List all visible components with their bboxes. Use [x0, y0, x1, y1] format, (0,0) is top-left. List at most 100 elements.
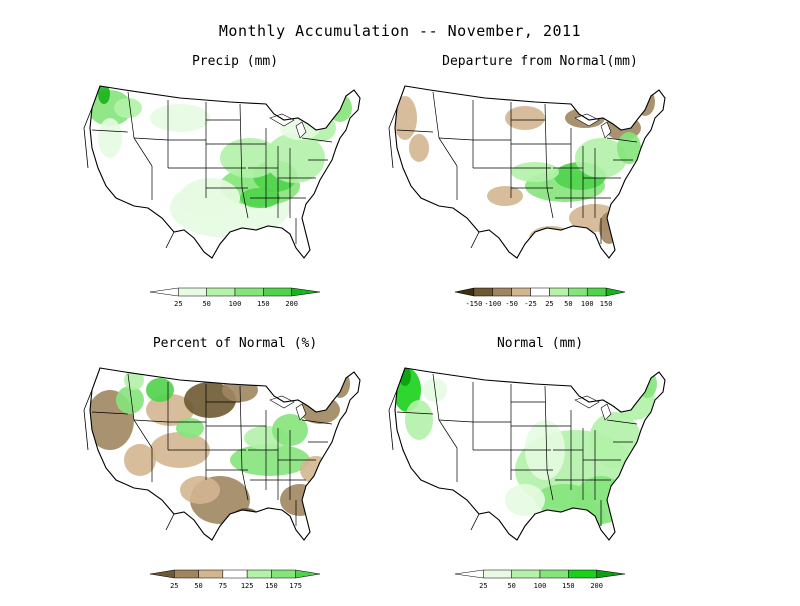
- legend-swatch: [568, 569, 597, 579]
- great-lakes: [600, 121, 612, 139]
- coast-line: [388, 389, 480, 531]
- legend-swatch: [271, 569, 296, 579]
- legend-tick-label: 150: [600, 300, 613, 308]
- legend-tick-label: 25: [174, 300, 182, 308]
- state-border: [544, 385, 548, 471]
- state-border: [396, 129, 434, 133]
- us-outline: [89, 367, 361, 541]
- legend-swatch: [222, 569, 248, 579]
- precip-region: [328, 94, 352, 122]
- coast-line: [388, 107, 480, 249]
- panel-title: Precip (mm): [191, 54, 279, 69]
- precip-region: [589, 412, 641, 468]
- legend-swatch: [234, 287, 264, 297]
- precip-region: [505, 484, 545, 516]
- legend-tick-label: 125: [241, 582, 254, 590]
- normal-legend: 25 50 100 150 200: [454, 569, 626, 590]
- legend-swatch: [178, 287, 207, 297]
- legend-swatch: [539, 569, 569, 579]
- great-lakes: [574, 113, 600, 127]
- state-border: [133, 419, 169, 423]
- legend-swatch: [605, 287, 626, 297]
- precip-region: [265, 133, 325, 183]
- great-lakes: [269, 113, 295, 127]
- legend-swatch: [492, 287, 512, 297]
- legend-swatch: [295, 569, 321, 579]
- precip-region: [535, 484, 595, 516]
- panel-title: Normal (mm): [496, 336, 584, 351]
- state-border: [301, 419, 333, 425]
- precip-region: [114, 98, 142, 118]
- state-border: [544, 103, 548, 189]
- legend-swatch: [454, 569, 484, 579]
- legend-swatch: [263, 287, 292, 297]
- precip-region: [124, 444, 156, 476]
- legend-tick-label: 50: [194, 582, 202, 590]
- legend-swatch: [198, 569, 224, 579]
- legend-tick-label: 50: [202, 300, 210, 308]
- state-border: [91, 129, 129, 133]
- legend-tick-label: 200: [285, 300, 298, 308]
- precip-legend: 25 50 100 150 200: [149, 287, 321, 308]
- legend-swatch: [568, 287, 588, 297]
- legend-tick-label: -100: [484, 300, 501, 308]
- precip-region: [405, 400, 433, 440]
- great-lakes: [574, 395, 600, 409]
- coast-line: [83, 107, 175, 249]
- state-border: [606, 419, 638, 425]
- precip-region: [637, 370, 657, 398]
- legend-swatch: [549, 287, 569, 297]
- precip-region: [330, 370, 350, 398]
- precip-region: [180, 476, 220, 504]
- state-border: [546, 469, 554, 501]
- legend-swatch: [149, 287, 179, 297]
- normal-map: [388, 367, 666, 541]
- legend-tick-label: 25: [545, 300, 553, 308]
- legend-tick-label: 200: [590, 582, 603, 590]
- departure-panel: Departure from Normal(mm) -150 -100 -50 -25…: [375, 54, 705, 324]
- legend-tick-label: -25: [524, 300, 537, 308]
- great-lakes: [269, 395, 295, 409]
- legend-tick-label: 50: [564, 300, 572, 308]
- precip-region: [146, 394, 194, 426]
- precip-region: [395, 96, 417, 140]
- page-title: Monthly Accumulation -- November, 2011: [218, 22, 582, 40]
- us-outline: [89, 85, 361, 259]
- precip-region: [575, 138, 627, 178]
- state-border: [133, 137, 169, 141]
- precip-region: [146, 378, 174, 402]
- legend-tick-label: 25: [479, 582, 487, 590]
- coast-line: [83, 389, 175, 531]
- precip-region: [116, 386, 144, 414]
- panel-title: Departure from Normal(mm): [442, 54, 638, 69]
- legend-swatch: [530, 287, 550, 297]
- legend-tick-label: 150: [257, 300, 270, 308]
- state-border: [239, 103, 243, 189]
- precip-region: [511, 162, 559, 182]
- state-border: [396, 411, 434, 415]
- state-border: [301, 137, 333, 143]
- percent-legend: 25 50 75 125 150 175: [149, 569, 321, 590]
- legend-swatch: [149, 569, 175, 579]
- legend-tick-label: 100: [581, 300, 594, 308]
- precip-region: [487, 186, 523, 206]
- legend-tick-label: 75: [219, 582, 227, 590]
- precip-region: [409, 134, 429, 162]
- state-border: [606, 137, 638, 143]
- legend-tick-label: 50: [507, 582, 515, 590]
- normal-panel: Normal (mm) 25 50 100 150 200: [375, 336, 705, 606]
- state-border: [546, 187, 554, 219]
- precip-region: [180, 178, 240, 218]
- legend-swatch: [511, 287, 531, 297]
- precip-region: [98, 86, 110, 104]
- percent-map: [83, 367, 361, 541]
- great-lakes: [600, 403, 612, 421]
- legend-tick-label: 175: [289, 582, 302, 590]
- percent-panel: Percent of Normal (%) 25 50 75 125 150 175: [70, 336, 400, 606]
- great-lakes: [295, 403, 307, 421]
- us-outline: [394, 85, 666, 259]
- legend-swatch: [586, 287, 607, 297]
- legend-tick-label: 150: [265, 582, 278, 590]
- precip-region: [280, 484, 320, 516]
- state-border: [438, 419, 474, 423]
